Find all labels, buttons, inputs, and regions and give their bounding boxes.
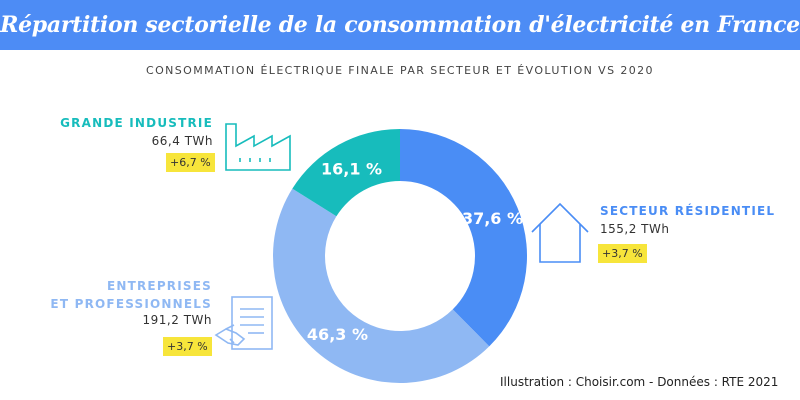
entreprises-name-line2: ET PROFESSIONNELS: [50, 297, 212, 311]
residentiel-value: 155,2 TWh: [600, 222, 670, 236]
entreprises-change-badge: +3,7 %: [163, 337, 212, 356]
donut-slice-industrie: [292, 129, 400, 217]
handshake-contract-icon: [214, 296, 273, 350]
donut-slice-entreprises: [273, 188, 490, 384]
residentiel-change-badge: +3,7 %: [598, 244, 647, 263]
entreprises-name-line1: ENTREPRISES: [106, 279, 212, 293]
factory-icon: [225, 123, 291, 171]
industrie-value: 66,4 TWh: [151, 134, 213, 148]
house-icon: [531, 202, 589, 263]
donut-slice-residentiel: [400, 129, 527, 347]
title-banner: Répartition sectorielle de la consommati…: [0, 0, 800, 50]
slice-label-entreprises: 46,3 %: [307, 325, 368, 344]
entreprises-value: 191,2 TWh: [142, 313, 212, 327]
chart-subtitle: CONSOMMATION ÉLECTRIQUE FINALE PAR SECTE…: [146, 64, 654, 77]
industrie-name: GRANDE INDUSTRIE: [60, 116, 213, 130]
slice-label-residentiel: 37,6 %: [462, 209, 523, 228]
residentiel-name: SECTEUR RÉSIDENTIEL: [600, 204, 776, 218]
entreprises-name: ENTREPRISES ET PROFESSIONNELS: [40, 277, 212, 313]
chart-title: Répartition sectorielle de la consommati…: [0, 12, 800, 38]
industrie-change-badge: +6,7 %: [166, 153, 215, 172]
footer-credit: Illustration : Choisir.com - Données : R…: [500, 375, 779, 389]
slice-label-industrie: 16,1 %: [321, 160, 382, 179]
